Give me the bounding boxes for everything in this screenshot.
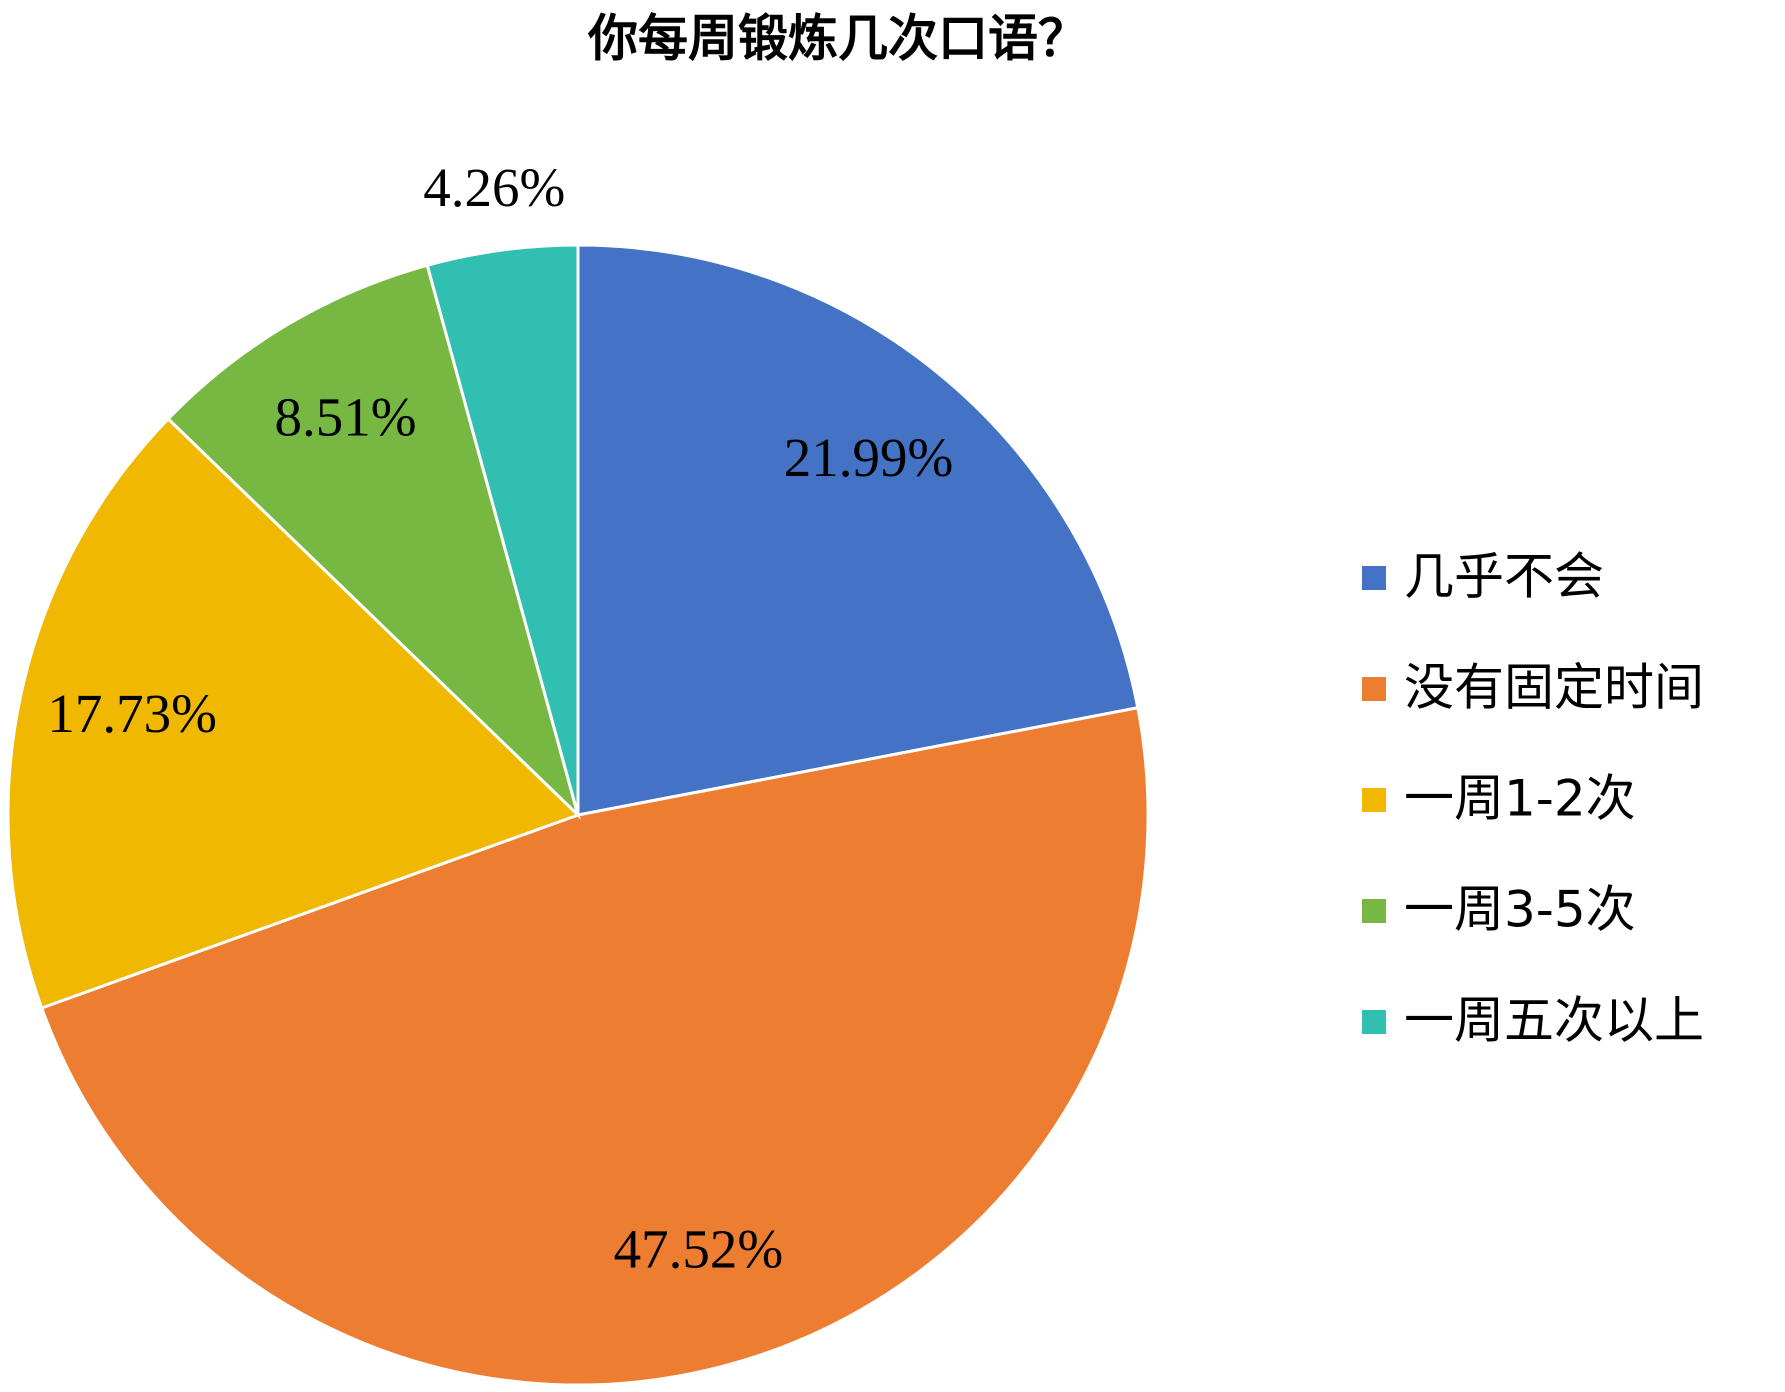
data-label: 21.99% [784,427,954,488]
legend-label: 没有固定时间 [1404,659,1704,717]
legend-label: 几乎不会 [1404,548,1604,606]
legend-swatch [1362,899,1386,923]
legend-swatch [1362,788,1386,812]
chart-title: 你每周锻炼几次口语？ [587,10,1088,68]
legend-label: 一周五次以上 [1404,992,1704,1050]
legend-swatch [1362,566,1386,590]
data-label: 17.73% [47,683,217,744]
data-label: 8.51% [274,386,416,447]
pie-slice [425,243,580,816]
pie-slice [6,416,581,1010]
legend-label: 一周3-5次 [1404,881,1636,939]
pie-slice [166,263,581,820]
pie-slice [39,706,1150,1387]
legend-label: 一周1-2次 [1404,770,1636,828]
data-label: 4.26% [423,157,565,218]
pie-slice [576,243,1140,817]
legend-swatch [1362,677,1386,701]
legend-swatch [1362,1010,1386,1034]
data-label: 47.52% [614,1218,784,1279]
